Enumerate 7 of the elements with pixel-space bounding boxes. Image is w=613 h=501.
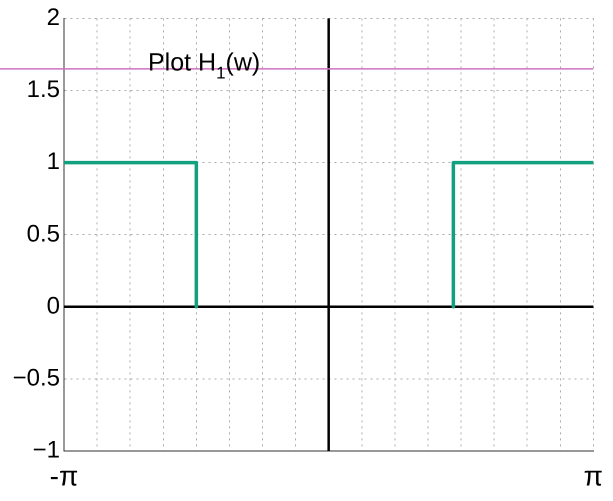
x-tick-label: π xyxy=(584,460,604,492)
y-tick-label: −0.5 xyxy=(12,364,60,392)
y-tick-label: 1 xyxy=(46,148,60,176)
y-tick-label: 2 xyxy=(46,4,60,32)
y-tick-label: 1.5 xyxy=(26,76,60,104)
y-tick-label: 0.5 xyxy=(26,220,60,248)
y-tick-label: 0 xyxy=(46,292,60,320)
